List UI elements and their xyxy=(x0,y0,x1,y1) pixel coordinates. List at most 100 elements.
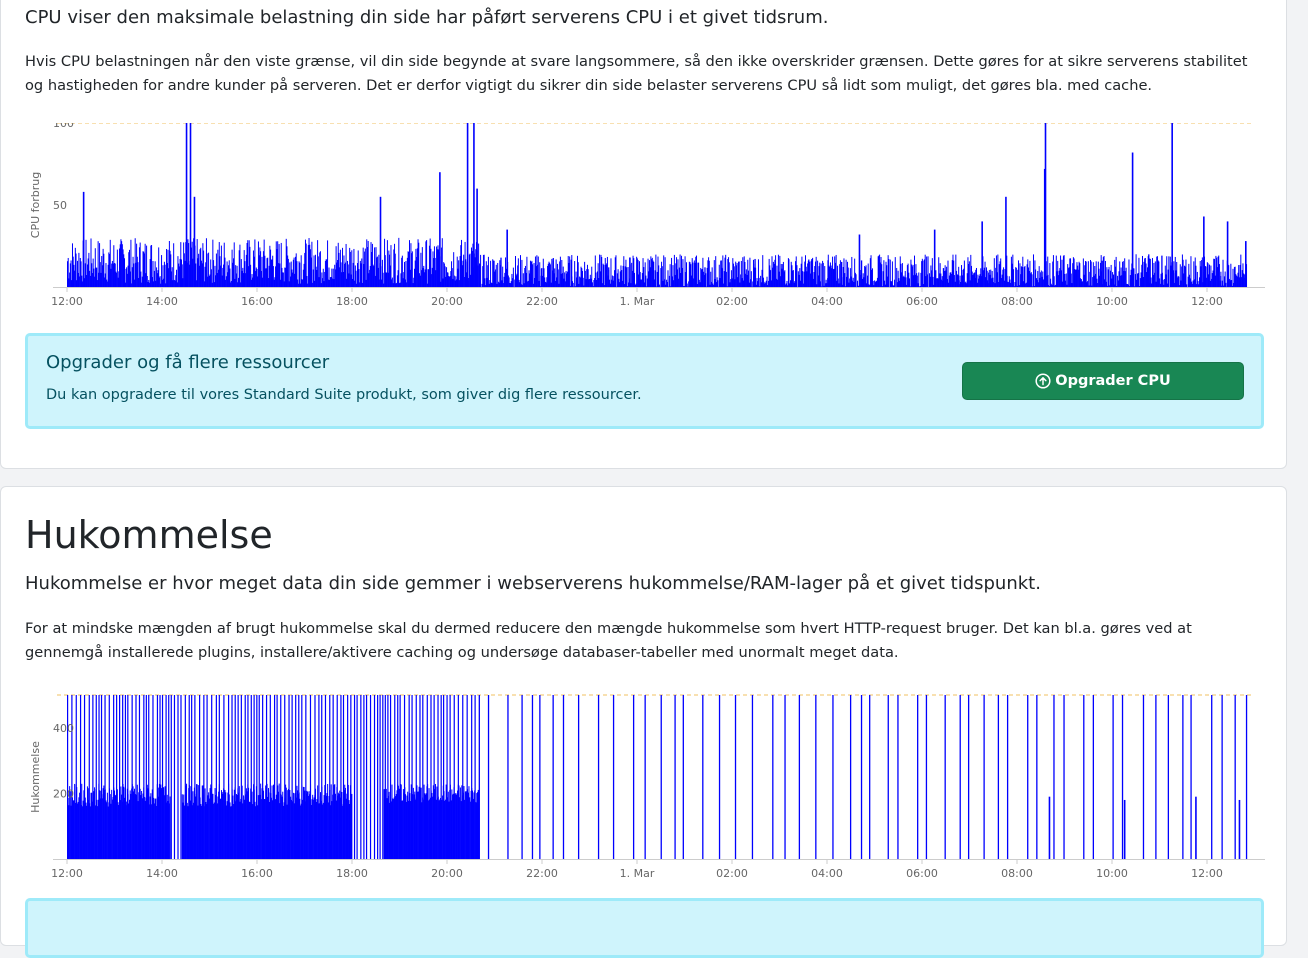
bar xyxy=(311,242,312,287)
bar xyxy=(143,695,144,859)
bar xyxy=(340,695,341,859)
bar xyxy=(1033,254,1034,287)
bar xyxy=(665,257,666,287)
spike-bar xyxy=(506,230,508,287)
bar xyxy=(958,280,959,287)
x-tick-label: 14:00 xyxy=(146,867,178,880)
x-tick-label: 02:00 xyxy=(716,867,748,880)
bar xyxy=(288,695,289,859)
bar xyxy=(686,262,687,287)
bar xyxy=(888,259,889,287)
bar xyxy=(471,695,472,859)
bar xyxy=(507,695,508,859)
bar xyxy=(918,272,919,287)
spike-bar xyxy=(1132,153,1134,287)
bar xyxy=(1047,275,1048,287)
bar xyxy=(1106,267,1107,287)
bar xyxy=(361,258,362,287)
bar xyxy=(430,695,431,859)
bar xyxy=(284,695,285,859)
bar xyxy=(539,695,540,859)
bar xyxy=(717,280,718,287)
spike-bar xyxy=(194,197,196,287)
bar xyxy=(1036,695,1037,859)
bar xyxy=(709,261,710,287)
bar xyxy=(370,695,371,859)
bar xyxy=(98,695,99,859)
bar xyxy=(1143,695,1144,859)
bar xyxy=(633,695,634,859)
spike-bar xyxy=(1044,169,1046,287)
memory-title: Hukommelse xyxy=(25,513,273,557)
bar xyxy=(174,695,175,859)
bar xyxy=(998,695,999,859)
bar xyxy=(869,695,870,859)
bar xyxy=(532,264,533,287)
bar xyxy=(157,695,158,859)
bar xyxy=(239,245,240,287)
x-tick-label: 12:00 xyxy=(51,295,83,308)
bar xyxy=(670,264,671,287)
spike-bar xyxy=(190,123,192,287)
bar xyxy=(960,695,961,859)
bar xyxy=(295,695,296,859)
bar xyxy=(101,695,102,859)
bar xyxy=(337,695,338,859)
bar xyxy=(887,277,888,287)
bar xyxy=(379,695,380,859)
bar xyxy=(861,695,862,859)
bar xyxy=(387,695,388,859)
bars xyxy=(67,123,1247,287)
bar xyxy=(409,695,410,859)
bar xyxy=(702,695,703,859)
bar xyxy=(185,695,186,859)
bar xyxy=(119,695,120,859)
upgrade-cpu-button[interactable]: Opgrader CPU xyxy=(962,362,1244,400)
spike-bar xyxy=(439,172,441,287)
cpu-lead: CPU viser den maksimale belastning din s… xyxy=(25,7,828,28)
bar xyxy=(394,695,395,859)
bar xyxy=(441,695,442,859)
bar xyxy=(1211,695,1212,859)
bar xyxy=(850,695,851,859)
upgrade-cpu-label: Opgrader CPU xyxy=(1055,373,1170,389)
x-tick-label: 16:00 xyxy=(241,295,273,308)
bar xyxy=(148,695,149,859)
bar xyxy=(553,258,554,287)
bar xyxy=(799,695,800,859)
bar xyxy=(674,695,675,859)
bar xyxy=(1175,273,1176,287)
bar xyxy=(751,271,752,287)
bar xyxy=(462,695,463,859)
spike-bar xyxy=(1049,797,1051,859)
bar xyxy=(1221,695,1222,859)
spike-bar xyxy=(811,259,813,287)
bar xyxy=(231,695,232,859)
bar xyxy=(601,257,602,287)
bar xyxy=(1109,267,1110,287)
bar xyxy=(1088,261,1089,287)
x-tick-label: 14:00 xyxy=(146,295,178,308)
bar xyxy=(343,695,344,859)
x-tick-label: 04:00 xyxy=(811,867,843,880)
bar xyxy=(892,261,893,287)
bar xyxy=(321,695,322,859)
bar xyxy=(598,695,599,859)
bar xyxy=(159,695,160,859)
bar xyxy=(808,260,809,287)
bar xyxy=(661,695,662,859)
bar xyxy=(1016,268,1017,287)
bar xyxy=(305,695,306,859)
bar xyxy=(203,695,204,859)
bar xyxy=(639,279,640,287)
x-tick-label: 10:00 xyxy=(1096,867,1128,880)
bar xyxy=(475,695,476,859)
bar xyxy=(821,264,822,287)
alert-text: Du kan opgradere til vores Standard Suit… xyxy=(46,387,642,403)
alert-title: Opgrader og få flere ressourcer xyxy=(46,352,329,373)
bar xyxy=(1027,695,1028,859)
bar xyxy=(539,262,540,287)
y-tick-label: 50 xyxy=(53,199,67,212)
bar xyxy=(132,695,133,859)
bar xyxy=(1225,283,1226,287)
